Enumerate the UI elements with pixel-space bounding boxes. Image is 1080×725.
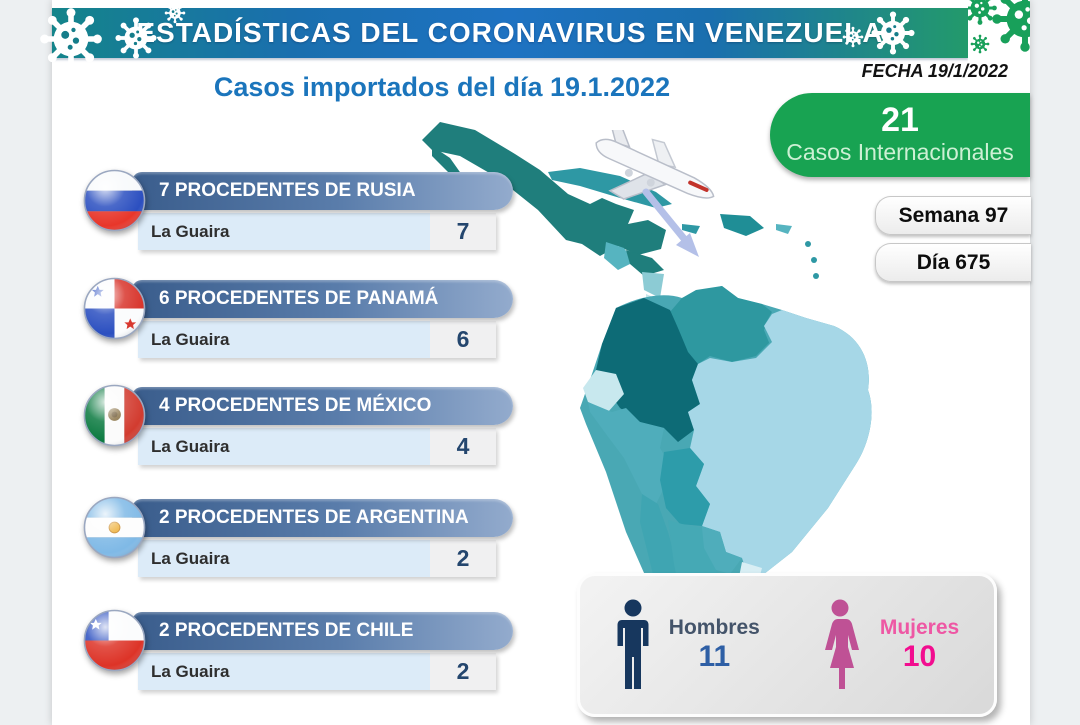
men-value: 11 [698, 640, 731, 673]
virus-icon [842, 26, 864, 48]
row-header: 6 PROCEDENTES DE PANAMÁ [132, 280, 513, 318]
day-label: Día 675 [916, 250, 991, 274]
total-cases-badge: 21 Casos Internacionales [770, 93, 1030, 177]
day-badge: Día 675 [875, 243, 1031, 282]
flag-icon [83, 384, 146, 447]
men-label: Hombres [668, 616, 760, 639]
row-header: 7 PROCEDENTES DE RUSIA [132, 172, 513, 210]
top-banner: ESTADÍSTICAS DEL CORONAVIRUS EN VENEZUEL… [52, 8, 968, 58]
week-badge: Semana 97 [875, 196, 1031, 235]
row-header-label: 4 PROCEDENTES DE MÉXICO [159, 395, 432, 416]
row-header-label: 6 PROCEDENTES DE PANAMÁ [159, 288, 439, 309]
women-group: Mujeres 10 [818, 599, 959, 691]
women-label: Mujeres [879, 616, 960, 639]
country-row: 7 PROCEDENTES DE RUSIA La Guaira 7 [83, 172, 564, 252]
total-cases-label: Casos Internacionales [786, 139, 1014, 166]
row-count: 2 [430, 653, 496, 690]
row-count: 7 [430, 213, 496, 250]
flag-icon [83, 609, 146, 672]
row-detail: La Guaira 7 [138, 213, 496, 250]
virus-icon [970, 34, 990, 54]
country-row: 2 PROCEDENTES DE ARGENTINA La Guaira 2 [83, 499, 564, 579]
virus-icon [164, 2, 186, 24]
row-header: 2 PROCEDENTES DE CHILE [132, 612, 513, 650]
total-cases-count: 21 [881, 101, 919, 140]
infographic-page: ESTADÍSTICAS DEL CORONAVIRUS EN VENEZUEL… [52, 0, 1031, 725]
week-label: Semana 97 [898, 203, 1009, 227]
flag-icon [83, 277, 146, 340]
route-arrow [642, 188, 699, 257]
flag-icon [83, 496, 146, 559]
row-header: 4 PROCEDENTES DE MÉXICO [132, 387, 513, 425]
row-location: La Guaira [138, 321, 430, 358]
country-row: 6 PROCEDENTES DE PANAMÁ La Guaira 6 [83, 280, 564, 360]
country-row: 2 PROCEDENTES DE CHILE La Guaira 2 [83, 612, 564, 692]
row-header-label: 2 PROCEDENTES DE ARGENTINA [159, 507, 469, 528]
flag-icon [83, 169, 146, 232]
banner-corner-decoration [968, 0, 1030, 62]
row-location: La Guaira [138, 540, 430, 577]
row-header-label: 2 PROCEDENTES DE CHILE [159, 620, 414, 641]
row-count: 2 [430, 540, 496, 577]
flight-overlay [595, 130, 715, 257]
men-group: Hombres 11 [615, 599, 760, 691]
latin-america-map [422, 122, 872, 604]
virus-icon [38, 6, 104, 72]
row-count: 4 [430, 428, 496, 465]
row-detail: La Guaira 6 [138, 321, 496, 358]
row-detail: La Guaira 4 [138, 428, 496, 465]
airplane-icon [595, 130, 715, 200]
country-rows: 7 PROCEDENTES DE RUSIA La Guaira 7 6 PRO… [83, 170, 568, 705]
row-header-label: 7 PROCEDENTES DE RUSIA [159, 180, 416, 201]
row-location: La Guaira [138, 213, 430, 250]
woman-icon [824, 599, 859, 689]
row-count: 6 [430, 321, 496, 358]
virus-icon [114, 16, 158, 60]
row-header: 2 PROCEDENTES DE ARGENTINA [132, 499, 513, 537]
row-location: La Guaira [138, 653, 430, 690]
date-label: FECHA 19/1/2022 [861, 61, 1008, 81]
virus-icon [990, 0, 1030, 54]
row-location: La Guaira [138, 428, 430, 465]
man-icon [617, 599, 649, 689]
banner-title: ESTADÍSTICAS DEL CORONAVIRUS EN VENEZUEL… [136, 17, 884, 48]
country-row: 4 PROCEDENTES DE MÉXICO La Guaira 4 [83, 387, 564, 467]
row-detail: La Guaira 2 [138, 653, 496, 690]
row-detail: La Guaira 2 [138, 540, 496, 577]
gender-panel: Hombres 11 Mujeres 10 [577, 573, 997, 717]
virus-icon [870, 10, 916, 56]
page-title: Casos importados del día 19.1.2022 [213, 72, 671, 102]
women-value: 10 [902, 640, 937, 673]
